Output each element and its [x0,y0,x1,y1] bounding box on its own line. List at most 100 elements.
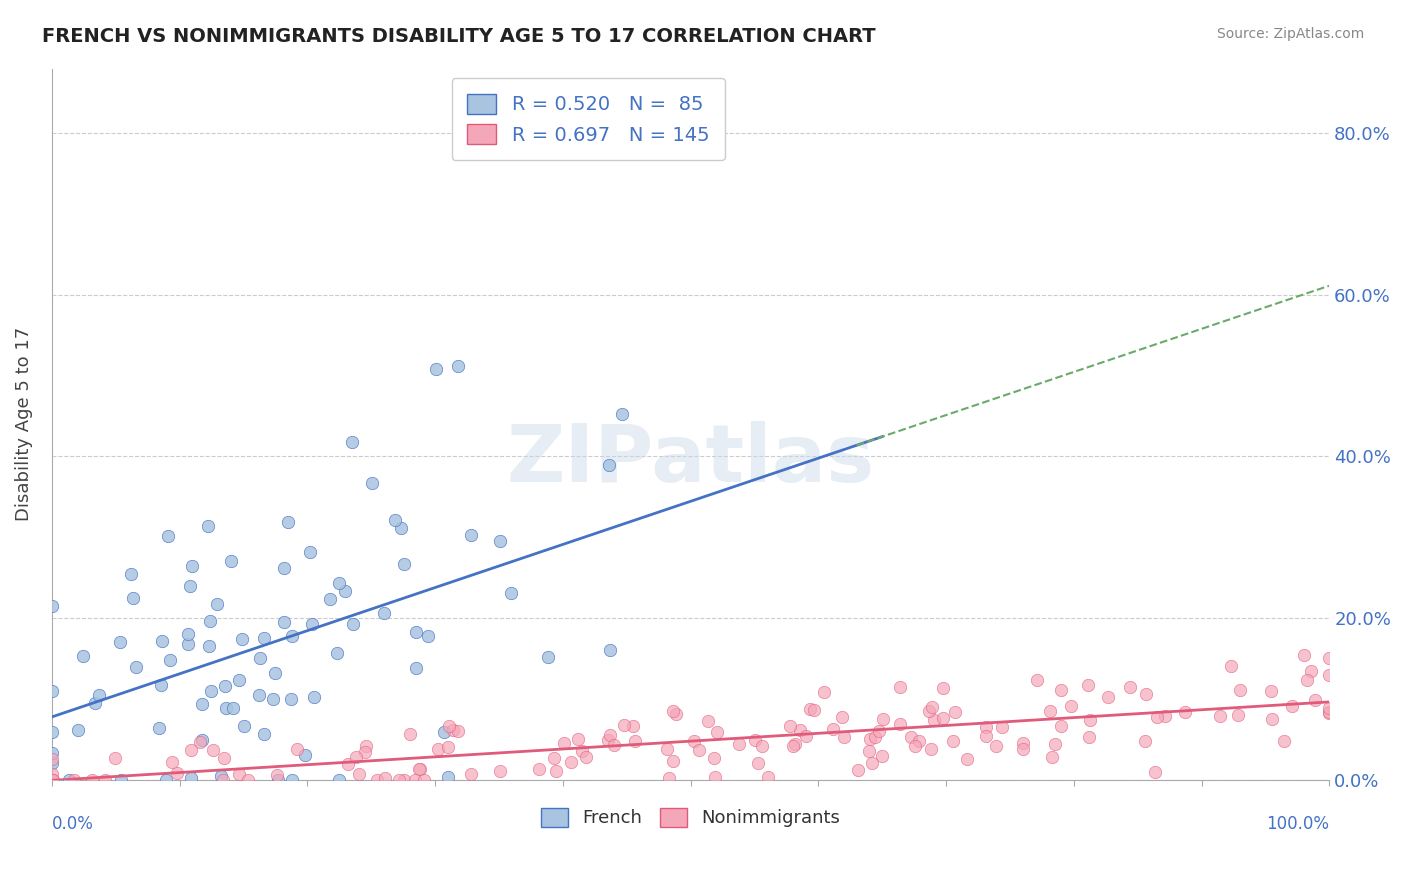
Point [177,637,200,651]
Point [180,558,202,573]
Point [447,359,470,374]
Point [166,765,188,780]
Point [212,751,235,765]
Point [744,733,766,747]
Point [1303,693,1326,707]
Point [94,772,117,787]
Point [908,733,931,747]
Point [1317,706,1340,720]
Point [41,752,63,766]
Point [336,757,359,772]
Point [1077,731,1099,745]
Point [1097,690,1119,705]
Point [1012,742,1035,756]
Point [84,696,107,710]
Point [222,701,245,715]
Point [104,751,127,765]
Point [298,545,321,559]
Point [703,751,725,765]
Point [436,770,458,784]
Point [918,704,941,718]
Text: ZIPatlas: ZIPatlas [506,421,875,499]
Point [342,616,364,631]
Point [333,584,356,599]
Point [373,606,395,620]
Point [125,659,148,673]
Point [437,739,460,754]
Point [942,734,965,748]
Point [280,772,302,787]
Point [846,763,869,777]
Point [148,721,170,735]
Point [779,719,801,733]
Point [990,720,1012,734]
Point [80,772,103,787]
Point [110,772,132,787]
Point [66,723,89,738]
Point [41,766,63,780]
Point [409,762,432,776]
Point [688,743,710,757]
Point [41,724,63,739]
Point [921,699,943,714]
Point [785,737,807,751]
Point [253,727,276,741]
Point [41,772,63,787]
Point [177,627,200,641]
Point [1229,682,1251,697]
Point [598,458,620,472]
Point [277,516,299,530]
Point [603,738,626,752]
Point [1045,737,1067,751]
Point [108,635,131,649]
Point [610,407,633,421]
Point [794,729,817,743]
Point [560,755,582,769]
Point [63,772,86,787]
Point [433,725,456,739]
Point [447,723,470,738]
Point [1209,709,1232,723]
Point [285,741,308,756]
Point [267,772,290,787]
Point [205,597,228,611]
Text: 100.0%: 100.0% [1267,815,1329,833]
Point [273,561,295,575]
Point [613,717,636,731]
Text: 0.0%: 0.0% [52,815,94,833]
Point [1226,707,1249,722]
Point [782,739,804,753]
Point [236,772,259,787]
Point [353,745,375,759]
Point [405,624,427,639]
Point [1317,701,1340,715]
Point [1050,719,1073,733]
Point [872,712,894,726]
Point [328,772,350,787]
Point [384,513,406,527]
Point [425,361,447,376]
Point [974,729,997,743]
Point [389,521,412,535]
Point [661,704,683,718]
Point [273,615,295,629]
Point [219,554,242,568]
Point [231,632,253,647]
Point [149,678,172,692]
Point [932,711,955,725]
Point [215,700,238,714]
Point [661,754,683,768]
Point [658,772,681,786]
Point [405,661,427,675]
Point [460,528,482,542]
Point [596,733,619,747]
Point [803,703,825,717]
Point [214,679,236,693]
Point [263,666,285,681]
Point [683,734,706,748]
Point [924,713,946,727]
Point [499,586,522,600]
Point [543,751,565,765]
Point [413,772,436,787]
Point [233,719,256,733]
